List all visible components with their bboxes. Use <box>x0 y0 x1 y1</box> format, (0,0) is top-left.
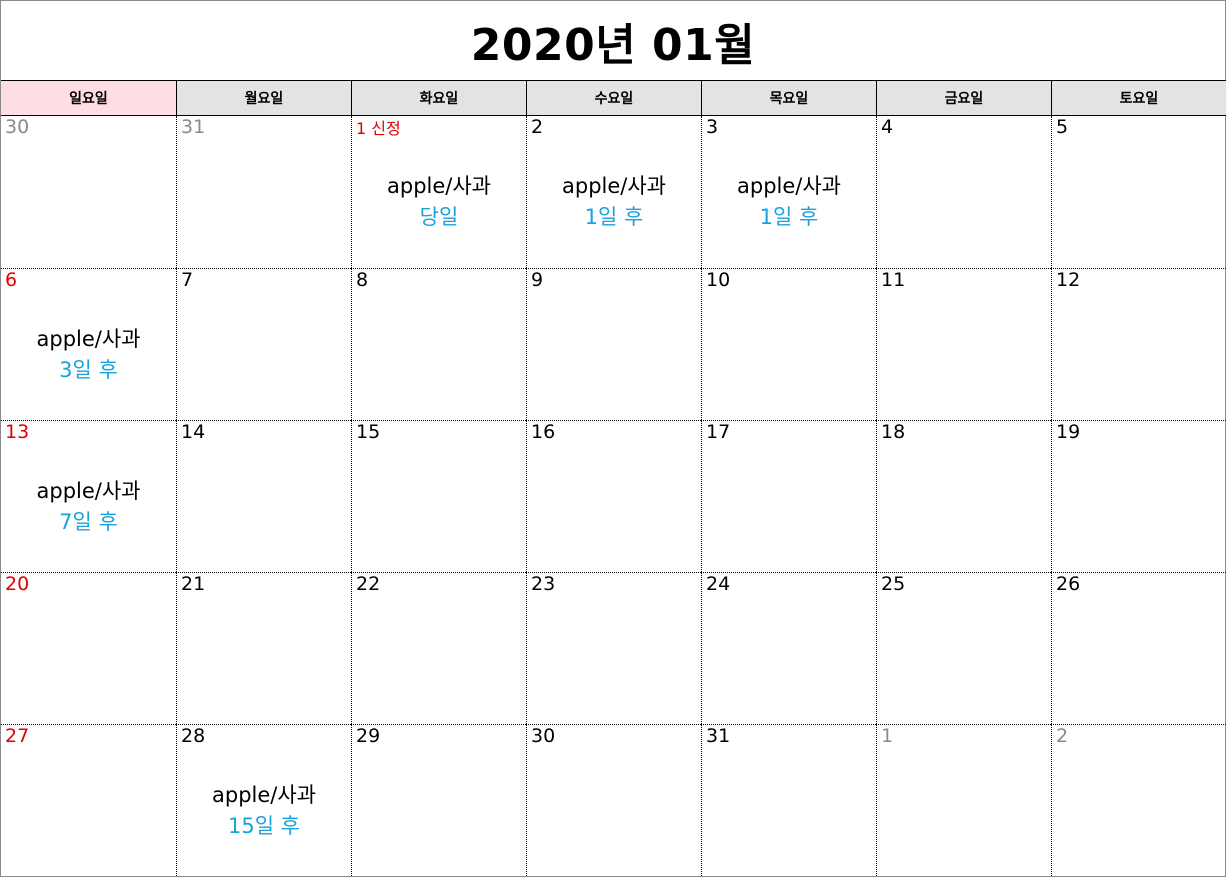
weekday-header-monday: 월요일 <box>176 81 351 115</box>
day-number: 31 <box>706 725 731 747</box>
day-cell[interactable]: 16 <box>526 420 701 572</box>
day-number: 9 <box>531 269 544 291</box>
day-number: 31 <box>181 116 206 138</box>
day-cell[interactable]: 12 <box>1051 268 1226 420</box>
day-cell[interactable]: 5 <box>1051 116 1226 268</box>
day-number: 1 <box>881 725 894 747</box>
day-cell[interactable]: 27 <box>1 724 176 876</box>
day-cell[interactable]: 23 <box>526 572 701 724</box>
day-number: 21 <box>181 573 206 595</box>
calendar-grid: 30 31 1 신정 apple/사과 당일 2 apple/사과 1일 후 3 apple/사과… <box>1 116 1226 876</box>
day-number: 11 <box>881 269 906 291</box>
event-name: apple/사과 <box>212 783 316 807</box>
weekday-header-sunday: 일요일 <box>1 81 176 115</box>
event-entry[interactable]: apple/사과 3일 후 <box>1 325 176 387</box>
day-cell[interactable]: 6 apple/사과 3일 후 <box>1 268 176 420</box>
day-cell[interactable]: 26 <box>1051 572 1226 724</box>
day-number: 22 <box>356 573 381 595</box>
event-entry[interactable]: apple/사과 1일 후 <box>527 172 701 234</box>
day-number: 28 <box>181 725 206 747</box>
event-relative-day: 15일 후 <box>227 814 301 838</box>
day-cell[interactable]: 15 <box>351 420 526 572</box>
event-name: apple/사과 <box>562 174 666 198</box>
day-number: 25 <box>881 573 906 595</box>
day-number: 23 <box>531 573 556 595</box>
day-number: 30 <box>5 116 30 138</box>
day-number: 27 <box>5 725 30 747</box>
day-number: 30 <box>531 725 556 747</box>
day-cell[interactable]: 3 apple/사과 1일 후 <box>701 116 876 268</box>
day-cell[interactable]: 20 <box>1 572 176 724</box>
day-number: 14 <box>181 421 206 443</box>
day-cell[interactable]: 11 <box>876 268 1051 420</box>
day-cell[interactable]: 14 <box>176 420 351 572</box>
day-number: 13 <box>5 421 30 443</box>
calendar-title: 2020년 01월 <box>470 19 756 71</box>
event-entry[interactable]: apple/사과 1일 후 <box>702 172 876 234</box>
day-number: 2 <box>1056 725 1069 747</box>
day-number: 6 <box>5 269 18 291</box>
day-number: 20 <box>5 573 30 595</box>
day-number: 2 <box>531 116 544 138</box>
day-cell[interactable]: 30 <box>1 116 176 268</box>
day-cell[interactable]: 2 <box>1051 724 1226 876</box>
day-number: 4 <box>881 116 894 138</box>
weekday-header-tuesday: 화요일 <box>351 81 526 115</box>
day-cell[interactable]: 9 <box>526 268 701 420</box>
day-cell[interactable]: 24 <box>701 572 876 724</box>
event-relative-day: 1일 후 <box>584 205 644 229</box>
day-number: 15 <box>356 421 381 443</box>
day-cell[interactable]: 7 <box>176 268 351 420</box>
day-cell[interactable]: 31 <box>701 724 876 876</box>
weekday-header-saturday: 토요일 <box>1051 81 1226 115</box>
day-number: 1 신정 <box>356 119 401 138</box>
day-cell[interactable]: 8 <box>351 268 526 420</box>
event-relative-day: 1일 후 <box>759 205 819 229</box>
day-cell[interactable]: 13 apple/사과 7일 후 <box>1 420 176 572</box>
day-cell[interactable]: 31 <box>176 116 351 268</box>
event-relative-day: 당일 <box>419 205 459 229</box>
day-cell[interactable]: 10 <box>701 268 876 420</box>
weekday-header-row: 일요일 월요일 화요일 수요일 목요일 금요일 토요일 <box>1 80 1226 116</box>
day-cell[interactable]: 21 <box>176 572 351 724</box>
day-number: 16 <box>531 421 556 443</box>
day-number: 7 <box>181 269 194 291</box>
event-name: apple/사과 <box>737 174 841 198</box>
day-cell[interactable]: 19 <box>1051 420 1226 572</box>
event-entry[interactable]: apple/사과 7일 후 <box>1 477 176 539</box>
day-number: 8 <box>356 269 369 291</box>
day-cell[interactable]: 29 <box>351 724 526 876</box>
event-name: apple/사과 <box>387 174 491 198</box>
day-cell[interactable]: 2 apple/사과 1일 후 <box>526 116 701 268</box>
day-number: 19 <box>1056 421 1081 443</box>
day-cell[interactable]: 30 <box>526 724 701 876</box>
event-relative-day: 7일 후 <box>59 510 118 534</box>
day-cell[interactable]: 1 <box>876 724 1051 876</box>
day-number: 24 <box>706 573 731 595</box>
day-cell[interactable]: 25 <box>876 572 1051 724</box>
day-cell[interactable]: 28 apple/사과 15일 후 <box>176 724 351 876</box>
day-cell[interactable]: 17 <box>701 420 876 572</box>
day-number: 12 <box>1056 269 1081 291</box>
event-relative-day: 3일 후 <box>59 358 118 382</box>
day-number: 18 <box>881 421 906 443</box>
event-name: apple/사과 <box>36 327 141 351</box>
event-name: apple/사과 <box>36 479 141 503</box>
day-cell[interactable]: 22 <box>351 572 526 724</box>
day-number: 5 <box>1056 116 1069 138</box>
weekday-header-friday: 금요일 <box>876 81 1051 115</box>
day-cell[interactable]: 4 <box>876 116 1051 268</box>
day-number: 3 <box>706 116 719 138</box>
weekday-header-thursday: 목요일 <box>701 81 876 115</box>
day-number: 26 <box>1056 573 1081 595</box>
day-number: 17 <box>706 421 731 443</box>
day-number: 29 <box>356 725 381 747</box>
day-cell[interactable]: 18 <box>876 420 1051 572</box>
weekday-header-wednesday: 수요일 <box>526 81 701 115</box>
day-number: 10 <box>706 269 731 291</box>
event-entry[interactable]: apple/사과 15일 후 <box>177 781 351 843</box>
